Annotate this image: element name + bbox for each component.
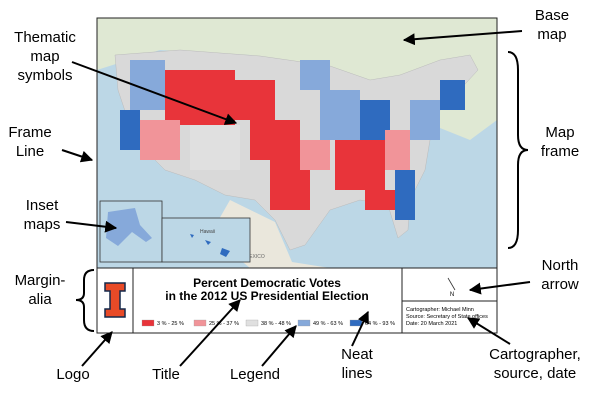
thematic-symbols xyxy=(120,60,465,220)
legend-swatch xyxy=(297,319,311,327)
annotation-arrow xyxy=(351,310,369,347)
brace xyxy=(75,269,95,332)
annotation: map xyxy=(537,26,566,43)
annotation: maps xyxy=(24,216,61,233)
north-label: N xyxy=(450,292,454,298)
annotation: lines xyxy=(342,365,373,382)
annotation-arrow xyxy=(61,149,94,163)
annotation: Title xyxy=(152,366,180,383)
annotation-arrow xyxy=(65,220,118,233)
legend-label: 3 % - 25 % xyxy=(157,321,184,327)
annotation: map xyxy=(30,48,59,65)
annotation: source, date xyxy=(494,365,577,382)
annotation: Cartographer, xyxy=(489,346,581,363)
credit: Cartographer: Michael Minn xyxy=(406,307,474,313)
legend-swatch xyxy=(193,319,207,327)
annotation: Frame xyxy=(8,124,51,141)
legend-label: 25 % - 37 % xyxy=(209,321,239,327)
annotation-arrow xyxy=(402,30,523,46)
country-label: MEXICO xyxy=(245,254,265,260)
annotation-arrow xyxy=(466,317,511,345)
annotation-arrow xyxy=(179,299,241,367)
annotation: alia xyxy=(28,291,52,308)
annotation: Margin- xyxy=(15,272,66,289)
annotation-arrow xyxy=(81,331,113,367)
north-arrow xyxy=(447,277,456,291)
annotation: symbols xyxy=(17,67,72,84)
legend-label: 64 % - 93 % xyxy=(365,321,395,327)
annotation: North xyxy=(542,257,579,274)
annotation: Line xyxy=(16,143,44,160)
annotation: Base xyxy=(535,7,569,24)
legend-swatch xyxy=(349,319,363,327)
legend-swatch xyxy=(245,319,259,327)
alaska xyxy=(106,208,152,246)
legend-label: 38 % - 48 % xyxy=(261,321,291,327)
annotation: Inset xyxy=(26,197,59,214)
legend-swatch xyxy=(141,319,155,327)
annotation-arrow xyxy=(261,325,297,367)
credit: Source: Secretary of State offices xyxy=(406,314,488,320)
legend-label: 49 % - 63 % xyxy=(313,321,343,327)
annotation-arrow xyxy=(468,281,531,295)
annotation: Neat xyxy=(341,346,374,363)
annotation: arrow xyxy=(541,276,579,293)
inset-label: Hawaii xyxy=(200,229,215,235)
base-map: MEXICO xyxy=(97,18,497,268)
brace xyxy=(507,51,529,249)
map-title: in the 2012 US Presidential Election xyxy=(165,289,368,303)
inset-hawaii xyxy=(161,217,251,263)
annotation-arrow xyxy=(71,61,238,125)
annotation: Logo xyxy=(56,366,89,383)
annotation: Map xyxy=(545,124,574,141)
logo xyxy=(104,282,126,318)
annotation: frame xyxy=(541,143,579,160)
hawaii xyxy=(190,234,230,257)
annotation: Thematic xyxy=(14,29,76,46)
annotation: Legend xyxy=(230,366,280,383)
map-title: Percent Democratic Votes xyxy=(193,276,341,290)
credit: Date: 20 March 2021 xyxy=(406,321,457,327)
